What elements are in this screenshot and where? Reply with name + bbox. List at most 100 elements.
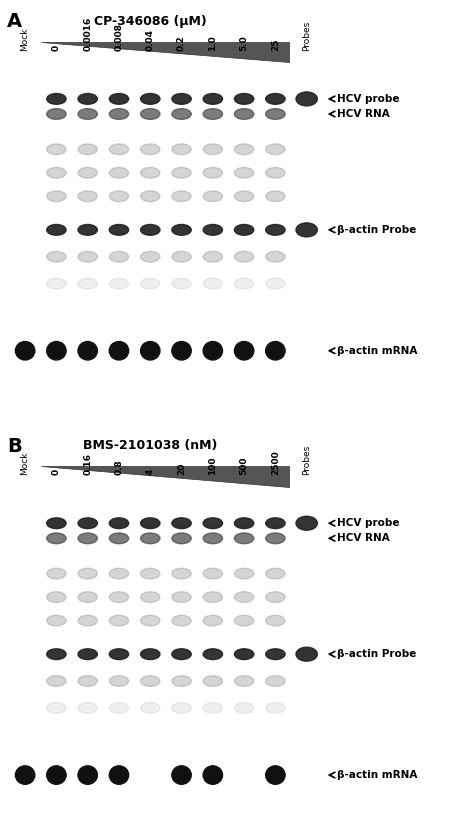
- Text: Probes: Probes: [302, 21, 311, 51]
- Ellipse shape: [203, 93, 222, 104]
- Ellipse shape: [47, 649, 66, 660]
- Ellipse shape: [296, 647, 318, 661]
- Ellipse shape: [109, 649, 128, 660]
- Ellipse shape: [47, 225, 66, 235]
- Ellipse shape: [296, 92, 318, 106]
- Ellipse shape: [141, 649, 160, 660]
- Ellipse shape: [172, 676, 191, 686]
- Ellipse shape: [141, 341, 160, 360]
- Ellipse shape: [235, 615, 254, 626]
- Ellipse shape: [78, 765, 97, 785]
- Ellipse shape: [296, 516, 318, 530]
- Ellipse shape: [266, 518, 285, 528]
- Ellipse shape: [47, 533, 66, 543]
- Ellipse shape: [172, 93, 191, 104]
- Ellipse shape: [78, 341, 97, 360]
- Ellipse shape: [47, 702, 66, 713]
- Ellipse shape: [266, 93, 285, 104]
- Ellipse shape: [235, 518, 254, 528]
- Text: 0.8: 0.8: [115, 459, 123, 475]
- Ellipse shape: [141, 676, 160, 686]
- Ellipse shape: [172, 341, 191, 360]
- Ellipse shape: [141, 251, 160, 262]
- Ellipse shape: [109, 144, 128, 155]
- Ellipse shape: [203, 341, 222, 360]
- Ellipse shape: [203, 191, 222, 201]
- Ellipse shape: [47, 518, 66, 528]
- Ellipse shape: [235, 144, 254, 155]
- Ellipse shape: [172, 568, 191, 579]
- Ellipse shape: [141, 225, 160, 235]
- Ellipse shape: [141, 93, 160, 104]
- Ellipse shape: [235, 191, 254, 201]
- Ellipse shape: [203, 251, 222, 262]
- Text: β-actin mRNA: β-actin mRNA: [337, 346, 417, 356]
- Text: A: A: [7, 12, 22, 32]
- Ellipse shape: [235, 278, 254, 289]
- Ellipse shape: [109, 167, 128, 178]
- Ellipse shape: [78, 251, 97, 262]
- Ellipse shape: [203, 533, 222, 543]
- Ellipse shape: [266, 167, 285, 178]
- Ellipse shape: [141, 278, 160, 289]
- Ellipse shape: [235, 568, 254, 579]
- Text: 1.0: 1.0: [209, 35, 217, 51]
- Ellipse shape: [16, 341, 35, 360]
- Ellipse shape: [235, 702, 254, 713]
- Text: Probes: Probes: [302, 445, 311, 475]
- Ellipse shape: [47, 109, 66, 119]
- Ellipse shape: [141, 191, 160, 201]
- Ellipse shape: [203, 167, 222, 178]
- Ellipse shape: [172, 702, 191, 713]
- Ellipse shape: [78, 676, 97, 686]
- Ellipse shape: [78, 518, 97, 528]
- Ellipse shape: [141, 592, 160, 602]
- Ellipse shape: [266, 225, 285, 235]
- Ellipse shape: [266, 191, 285, 201]
- Ellipse shape: [266, 278, 285, 289]
- Ellipse shape: [172, 225, 191, 235]
- Ellipse shape: [235, 676, 254, 686]
- Polygon shape: [41, 466, 290, 487]
- Ellipse shape: [172, 592, 191, 602]
- Text: 2500: 2500: [271, 451, 280, 475]
- Text: 100: 100: [209, 457, 217, 475]
- Ellipse shape: [47, 278, 66, 289]
- Text: 4: 4: [146, 469, 155, 475]
- Text: BMS-2101038 (nM): BMS-2101038 (nM): [83, 439, 218, 453]
- Ellipse shape: [109, 615, 128, 626]
- Ellipse shape: [172, 649, 191, 660]
- Ellipse shape: [203, 592, 222, 602]
- Ellipse shape: [109, 702, 128, 713]
- Text: 0.0016: 0.0016: [83, 17, 92, 51]
- Ellipse shape: [78, 109, 97, 119]
- Ellipse shape: [172, 533, 191, 543]
- Ellipse shape: [203, 702, 222, 713]
- Ellipse shape: [296, 223, 318, 237]
- Ellipse shape: [203, 518, 222, 528]
- Ellipse shape: [47, 167, 66, 178]
- Ellipse shape: [78, 225, 97, 235]
- Ellipse shape: [16, 765, 35, 785]
- Ellipse shape: [266, 533, 285, 543]
- Ellipse shape: [235, 225, 254, 235]
- Ellipse shape: [78, 191, 97, 201]
- Ellipse shape: [47, 191, 66, 201]
- Ellipse shape: [266, 144, 285, 155]
- Ellipse shape: [78, 533, 97, 543]
- Ellipse shape: [78, 278, 97, 289]
- Ellipse shape: [203, 765, 222, 785]
- Ellipse shape: [109, 518, 128, 528]
- Ellipse shape: [266, 649, 285, 660]
- Text: HCV probe: HCV probe: [337, 94, 399, 104]
- Text: HCV RNA: HCV RNA: [337, 533, 389, 543]
- Ellipse shape: [235, 649, 254, 660]
- Ellipse shape: [78, 568, 97, 579]
- Ellipse shape: [266, 341, 285, 360]
- Text: β-actin mRNA: β-actin mRNA: [337, 770, 417, 780]
- Ellipse shape: [109, 278, 128, 289]
- Ellipse shape: [203, 144, 222, 155]
- Ellipse shape: [266, 765, 285, 785]
- Ellipse shape: [109, 191, 128, 201]
- Ellipse shape: [172, 144, 191, 155]
